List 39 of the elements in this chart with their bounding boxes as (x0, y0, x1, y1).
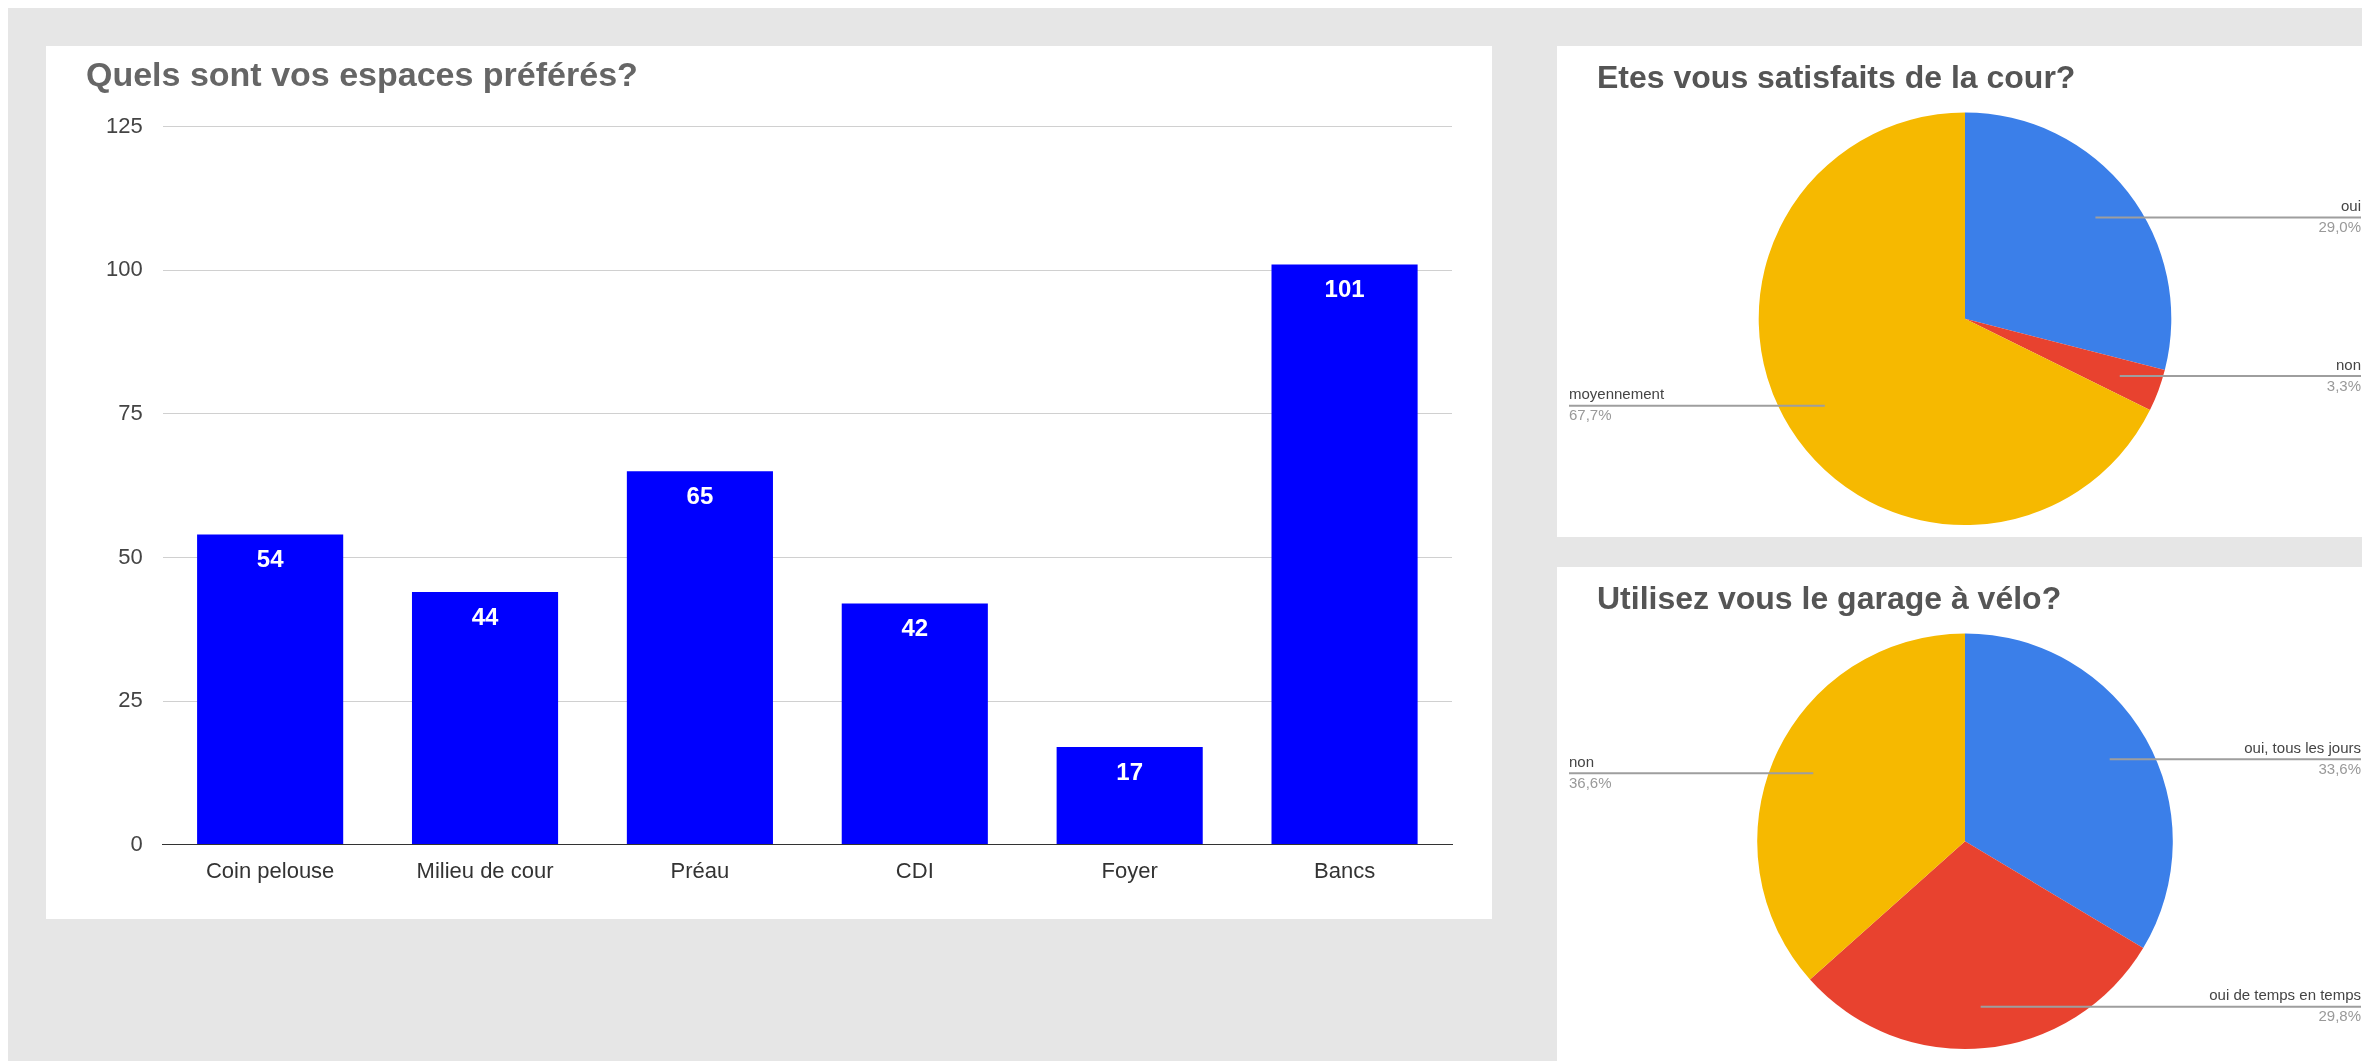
x-tick-label: Foyer (1101, 857, 1158, 883)
data-label: 101 (1324, 275, 1365, 303)
x-tick-label: Milieu de cour (416, 857, 554, 883)
data-label: 17 (1116, 757, 1144, 785)
slice-label: oui de temps en temps (2209, 986, 2361, 1004)
bar (841, 603, 988, 845)
data-label: 65 (686, 481, 714, 509)
chart-title: Utilisez vous le garage à vélo? (1597, 580, 2062, 617)
y-tick-label: 0 (130, 830, 143, 856)
data-label: 3,3% (2326, 376, 2361, 394)
data-label: 29,0% (2318, 218, 2361, 236)
data-label: 42 (901, 614, 929, 642)
bar (1056, 746, 1203, 845)
bar (1271, 264, 1418, 845)
x-tick-label: Préau (670, 857, 730, 883)
slice-label: moyennement (1569, 385, 1665, 403)
bar (197, 534, 344, 845)
x-tick-label: Bancs (1313, 857, 1376, 883)
data-label: 36,6% (1569, 773, 1612, 791)
y-tick-label: 50 (118, 543, 143, 569)
data-label: 33,6% (2318, 759, 2361, 777)
data-label: 44 (471, 602, 500, 630)
y-tick-label: 100 (105, 256, 143, 282)
chart-title: Quels sont vos espaces préférés? (86, 54, 638, 93)
x-tick-label: CDI (895, 857, 934, 883)
data-label: 29,8% (2318, 1007, 2361, 1025)
y-tick-label: 75 (118, 399, 143, 425)
bar (626, 471, 773, 845)
bar (411, 591, 559, 845)
slice-label: oui (2340, 197, 2361, 215)
y-tick-label: 25 (118, 687, 143, 713)
y-tick-label: 125 (105, 112, 143, 138)
data-label: 54 (256, 545, 285, 573)
slice-label: non (1569, 752, 1595, 770)
x-tick-label: Coin pelouse (205, 857, 335, 883)
slice-label: non (2335, 355, 2361, 373)
slice-label: oui, tous les jours (2244, 738, 2361, 756)
chart-title: Etes vous satisfaits de la cour? (1597, 59, 2076, 96)
data-label: 67,7% (1569, 406, 1612, 424)
